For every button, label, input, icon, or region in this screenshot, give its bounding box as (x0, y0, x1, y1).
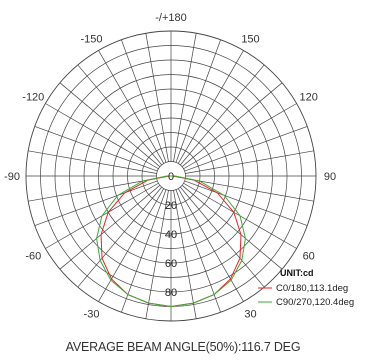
grid-spoke (181, 82, 283, 167)
grid-spoke (28, 178, 157, 202)
intensity-curves (96, 175, 246, 308)
grid-spoke (175, 39, 221, 163)
grid-spoke (77, 64, 162, 166)
angle-label: -/+180 (155, 12, 187, 24)
angle-label: -90 (4, 171, 20, 183)
grid-spoke (185, 150, 314, 174)
grid-spoke (59, 82, 161, 167)
grid-spoke (173, 190, 197, 319)
grid-spoke (34, 180, 158, 226)
grid-spoke (181, 185, 283, 270)
legend-label-c0: C0/180,113.1deg (276, 283, 348, 294)
grid-spoke (98, 188, 165, 302)
angle-label: 90 (324, 171, 336, 183)
legend: UNIT:cd C0/180,113.1deg C90/270,120.4deg (258, 268, 354, 308)
grid-spoke (184, 180, 308, 226)
grid-spoke (175, 189, 221, 313)
radial-labels: 0 20 40 60 80 (165, 171, 177, 299)
grid-spoke (121, 189, 167, 313)
polar-chart: -/+180 150 120 90 60 30 0 -30 -60 -90 -120 -150 0 20… (4, 12, 354, 322)
angle-label: -60 (25, 251, 41, 263)
grid-spoke (145, 33, 169, 162)
grid-spoke (177, 188, 244, 302)
angle-label: 120 (300, 92, 318, 104)
grid-spoke (98, 50, 165, 164)
legend-unit-label: UNIT:cd (280, 268, 314, 278)
angle-label: 60 (303, 251, 315, 263)
grid-spoke (180, 186, 265, 288)
grid-spoke (183, 103, 297, 170)
grid-spoke (77, 186, 162, 288)
grid-spoke (45, 103, 159, 170)
angle-label: -120 (22, 92, 44, 104)
grid-spoke (184, 126, 308, 172)
radial-tick-label: 80 (165, 287, 177, 299)
angle-labels: -/+180 150 120 90 60 30 0 -30 -60 -90 -120 -150 (4, 12, 336, 321)
grid-spoke (185, 178, 314, 202)
grid-spoke (59, 185, 161, 270)
radial-tick-label: 20 (165, 200, 177, 212)
grid-spoke (121, 39, 167, 163)
grid-spoke (177, 50, 244, 164)
angle-label: 30 (244, 309, 256, 321)
grid-spoke (34, 126, 158, 172)
grid-spoke (145, 190, 169, 319)
grid-spoke (180, 64, 265, 166)
polar-grid (25, 30, 317, 322)
angle-label: -30 (84, 309, 100, 321)
angle-label: 150 (241, 33, 259, 45)
series-curve-1 (96, 175, 246, 308)
angle-label: -150 (80, 33, 102, 45)
radial-tick-label: 0 (168, 171, 174, 183)
grid-spoke (28, 150, 157, 174)
radial-tick-label: 40 (165, 229, 177, 241)
grid-spoke (173, 33, 197, 162)
radial-tick-label: 60 (165, 258, 177, 270)
beam-angle-caption: AVERAGE BEAM ANGLE(50%):116.7 DEG (65, 340, 301, 354)
legend-label-c90: C90/270,120.4deg (276, 297, 354, 308)
